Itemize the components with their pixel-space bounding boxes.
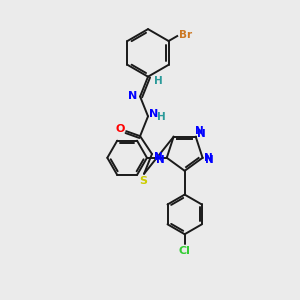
Text: Br: Br — [179, 30, 192, 40]
Text: N: N — [128, 91, 137, 100]
Text: H: H — [157, 112, 166, 122]
Text: N: N — [197, 129, 206, 139]
Text: Cl: Cl — [179, 246, 190, 256]
Text: N: N — [149, 109, 158, 119]
Text: N: N — [154, 152, 163, 162]
Text: O: O — [116, 124, 125, 134]
Text: H: H — [154, 76, 163, 85]
Text: N: N — [205, 155, 214, 165]
Text: S: S — [139, 176, 147, 186]
Text: N: N — [156, 155, 165, 165]
Text: N: N — [195, 126, 204, 136]
Text: N: N — [204, 153, 213, 163]
